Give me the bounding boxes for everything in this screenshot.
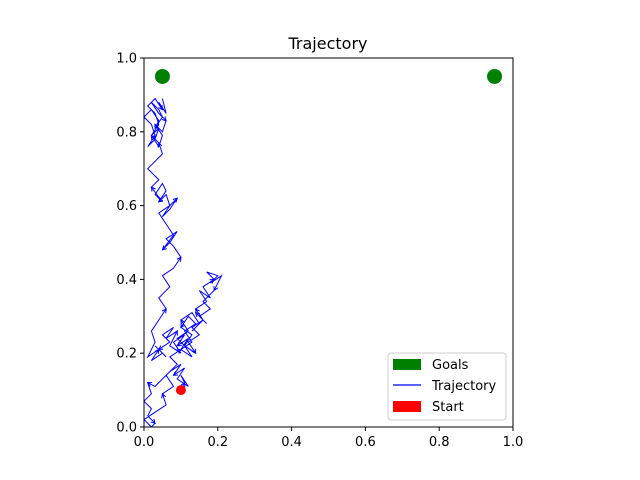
y-tick-label: 1.0 (116, 52, 137, 67)
trajectory-arrowhead (180, 319, 186, 325)
trajectory-arrowhead (213, 285, 219, 292)
trajectory-arrowhead (176, 256, 182, 262)
trajectory-arrowhead (161, 245, 167, 251)
trajectory-arrowhead (176, 341, 182, 347)
y-axis: 0.0 0.2 0.4 0.6 0.8 1.0 (116, 52, 144, 436)
x-tick-label: 0.2 (207, 435, 228, 450)
y-tick-label: 0.0 (116, 421, 137, 436)
trajectory-arrowhead (173, 330, 178, 336)
legend-start-swatch (393, 401, 421, 412)
legend-start-label: Start (432, 400, 464, 415)
trajectory-arrowhead (154, 123, 160, 130)
trajectory-arrowhead (195, 308, 200, 314)
x-tick-label: 0.8 (429, 435, 450, 450)
y-tick-label: 0.4 (116, 273, 137, 288)
trajectory-arrowhead (150, 418, 156, 425)
trajectory-layer (144, 97, 223, 427)
goal-marker (154, 68, 170, 84)
goals-layer (154, 68, 503, 84)
trajectory-arrowhead (194, 311, 201, 318)
trajectory-arrowhead (158, 105, 164, 111)
trajectory-arrowhead (150, 186, 156, 192)
trajectory-arrowhead (150, 134, 156, 141)
trajectory-arrowhead (209, 278, 215, 284)
trajectory-arrowhead (150, 134, 156, 141)
trajectory-arrowhead (180, 381, 186, 388)
legend-trajectory-label: Trajectory (431, 379, 496, 394)
y-tick-label: 0.2 (116, 347, 137, 362)
y-tick-label: 0.6 (116, 199, 137, 214)
chart-title: Trajectory (288, 34, 368, 53)
x-tick-label: 0.0 (134, 435, 155, 450)
axes-frame (143, 57, 514, 428)
goal-marker (487, 68, 503, 84)
trajectory-arrowhead (172, 371, 179, 376)
trajectory-arrowhead (191, 348, 197, 355)
trajectory-line (144, 97, 223, 427)
trajectory-arrowhead (146, 382, 153, 387)
x-tick-label: 1.0 (503, 435, 524, 450)
trajectory-arrowhead (176, 348, 182, 354)
start-layer (175, 385, 186, 396)
legend-goals-label: Goals (432, 358, 469, 373)
trajectory-arrowhead (157, 141, 163, 148)
legend-goals-swatch (393, 359, 421, 370)
x-tick-label: 0.6 (355, 435, 376, 450)
x-axis: 0.0 0.2 0.4 0.6 0.8 1.0 (134, 427, 524, 450)
trajectory-arrowhead (161, 116, 167, 122)
trajectory-arrowhead (161, 308, 167, 314)
trajectory-arrowhead (161, 392, 167, 399)
start-marker (175, 385, 186, 396)
y-tick-label: 0.8 (116, 125, 137, 140)
x-tick-label: 0.4 (281, 435, 302, 450)
trajectory-arrowhead (154, 348, 160, 355)
trajectory-arrowhead (172, 197, 178, 203)
legend: Goals Trajectory Start (387, 352, 507, 421)
trajectory-arrowhead (158, 197, 164, 203)
